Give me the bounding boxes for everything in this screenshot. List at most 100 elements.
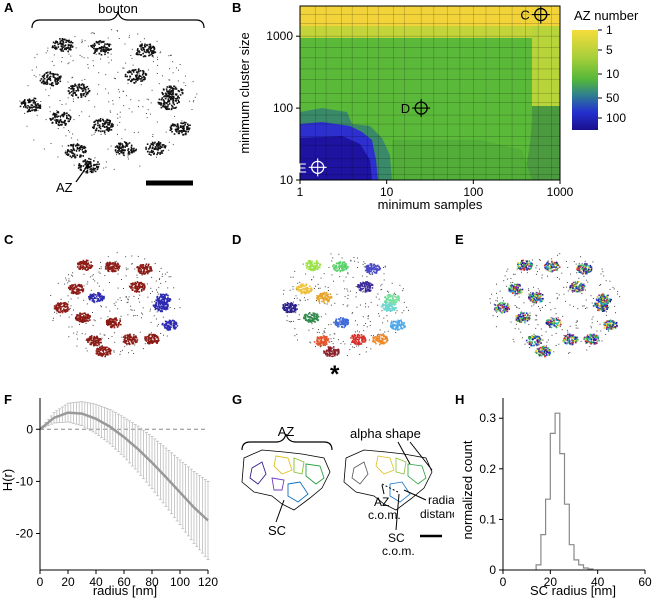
localization-dot xyxy=(496,297,498,299)
localization-dot xyxy=(36,53,38,55)
localization-dot xyxy=(340,342,342,344)
cluster-point xyxy=(103,49,106,51)
cluster-point xyxy=(91,171,93,174)
cluster-point xyxy=(140,265,142,267)
cluster-point xyxy=(141,44,143,46)
cluster-point xyxy=(343,322,345,324)
cluster-point xyxy=(100,49,102,52)
cluster-point xyxy=(148,338,150,340)
cluster-point xyxy=(120,323,122,326)
cluster-point xyxy=(33,109,35,111)
cluster-point xyxy=(89,161,92,163)
cluster-point xyxy=(150,339,152,342)
cluster-point xyxy=(336,323,338,325)
localization-dot xyxy=(160,51,162,53)
cluster-point xyxy=(389,304,391,307)
cluster-point xyxy=(341,263,343,266)
x-tick-label: 1 xyxy=(297,185,304,199)
cluster-point xyxy=(140,46,142,48)
cluster-point xyxy=(26,110,29,113)
cluster-point xyxy=(132,149,135,151)
localization-dot xyxy=(145,113,147,114)
cluster-point xyxy=(157,152,159,154)
cluster-point xyxy=(145,267,147,270)
localization-dot xyxy=(399,284,401,286)
cluster-point xyxy=(167,104,169,106)
cluster-point xyxy=(175,326,177,329)
localization-dot xyxy=(131,255,133,257)
cluster-point xyxy=(89,343,91,345)
cluster-point xyxy=(77,263,80,266)
cluster-point xyxy=(107,267,110,269)
localization-dot xyxy=(142,348,144,350)
cluster-point xyxy=(296,308,298,310)
cluster-point xyxy=(356,286,359,288)
cluster-point xyxy=(105,263,108,265)
localization-dot xyxy=(305,273,307,275)
cluster-point xyxy=(92,126,94,129)
cluster-point xyxy=(99,120,101,123)
localization-dot xyxy=(81,41,83,43)
cluster-point xyxy=(316,318,318,321)
cluster-point xyxy=(323,291,326,294)
cluster-point xyxy=(135,148,137,151)
cluster-point xyxy=(101,346,103,348)
cluster-point xyxy=(146,50,148,53)
cluster-point xyxy=(132,77,135,80)
cluster-point xyxy=(48,76,51,78)
cluster-point xyxy=(174,326,176,328)
cluster-point xyxy=(82,259,85,262)
cluster-point xyxy=(74,92,76,94)
cluster-point xyxy=(340,320,342,322)
localization-dot xyxy=(70,274,72,276)
localization-dot xyxy=(563,334,565,336)
cluster-point xyxy=(93,42,96,45)
cluster-point xyxy=(90,264,92,266)
cluster-point xyxy=(77,292,80,295)
cluster-point xyxy=(169,89,171,91)
localization-dot xyxy=(524,343,526,345)
localization-dot xyxy=(117,30,118,32)
localization-dot xyxy=(117,71,119,73)
cluster-point xyxy=(322,293,324,296)
cluster-point xyxy=(90,336,93,339)
localization-dot xyxy=(63,127,65,129)
localization-dot xyxy=(582,305,584,307)
localization-dot xyxy=(105,161,107,163)
cluster-point xyxy=(135,53,138,55)
localization-dot xyxy=(98,84,100,86)
cluster-point xyxy=(108,44,110,47)
localization-dot xyxy=(68,278,70,280)
cluster-point xyxy=(93,296,96,299)
d-cluster xyxy=(323,346,340,358)
cluster-point xyxy=(122,152,125,154)
cluster-point xyxy=(369,270,371,273)
localization-dot xyxy=(81,111,83,113)
cluster-point xyxy=(140,266,143,268)
cluster-point xyxy=(87,266,89,268)
cluster-point xyxy=(376,340,379,342)
cluster-point xyxy=(131,73,133,75)
cluster-point xyxy=(154,308,157,311)
cluster-point xyxy=(295,304,298,307)
cluster-point xyxy=(136,339,139,341)
cluster-point xyxy=(392,327,394,330)
cluster-point xyxy=(94,170,97,173)
cluster-point xyxy=(156,339,159,342)
cluster-point xyxy=(374,341,376,344)
cluster-point xyxy=(385,302,387,305)
cluster-point xyxy=(44,81,46,84)
cluster-point xyxy=(35,109,37,112)
cluster-point xyxy=(178,130,180,133)
cluster-point xyxy=(300,290,303,293)
cluster-point xyxy=(137,50,139,53)
localization-dot xyxy=(127,301,129,303)
cluster-point xyxy=(85,86,87,89)
localization-dot xyxy=(85,323,87,324)
cluster-point xyxy=(137,270,140,273)
localization-dot xyxy=(68,274,69,276)
cluster-point xyxy=(81,288,84,291)
localization-dot xyxy=(535,273,537,275)
cluster-point xyxy=(343,263,346,266)
localization-dot xyxy=(140,41,142,43)
